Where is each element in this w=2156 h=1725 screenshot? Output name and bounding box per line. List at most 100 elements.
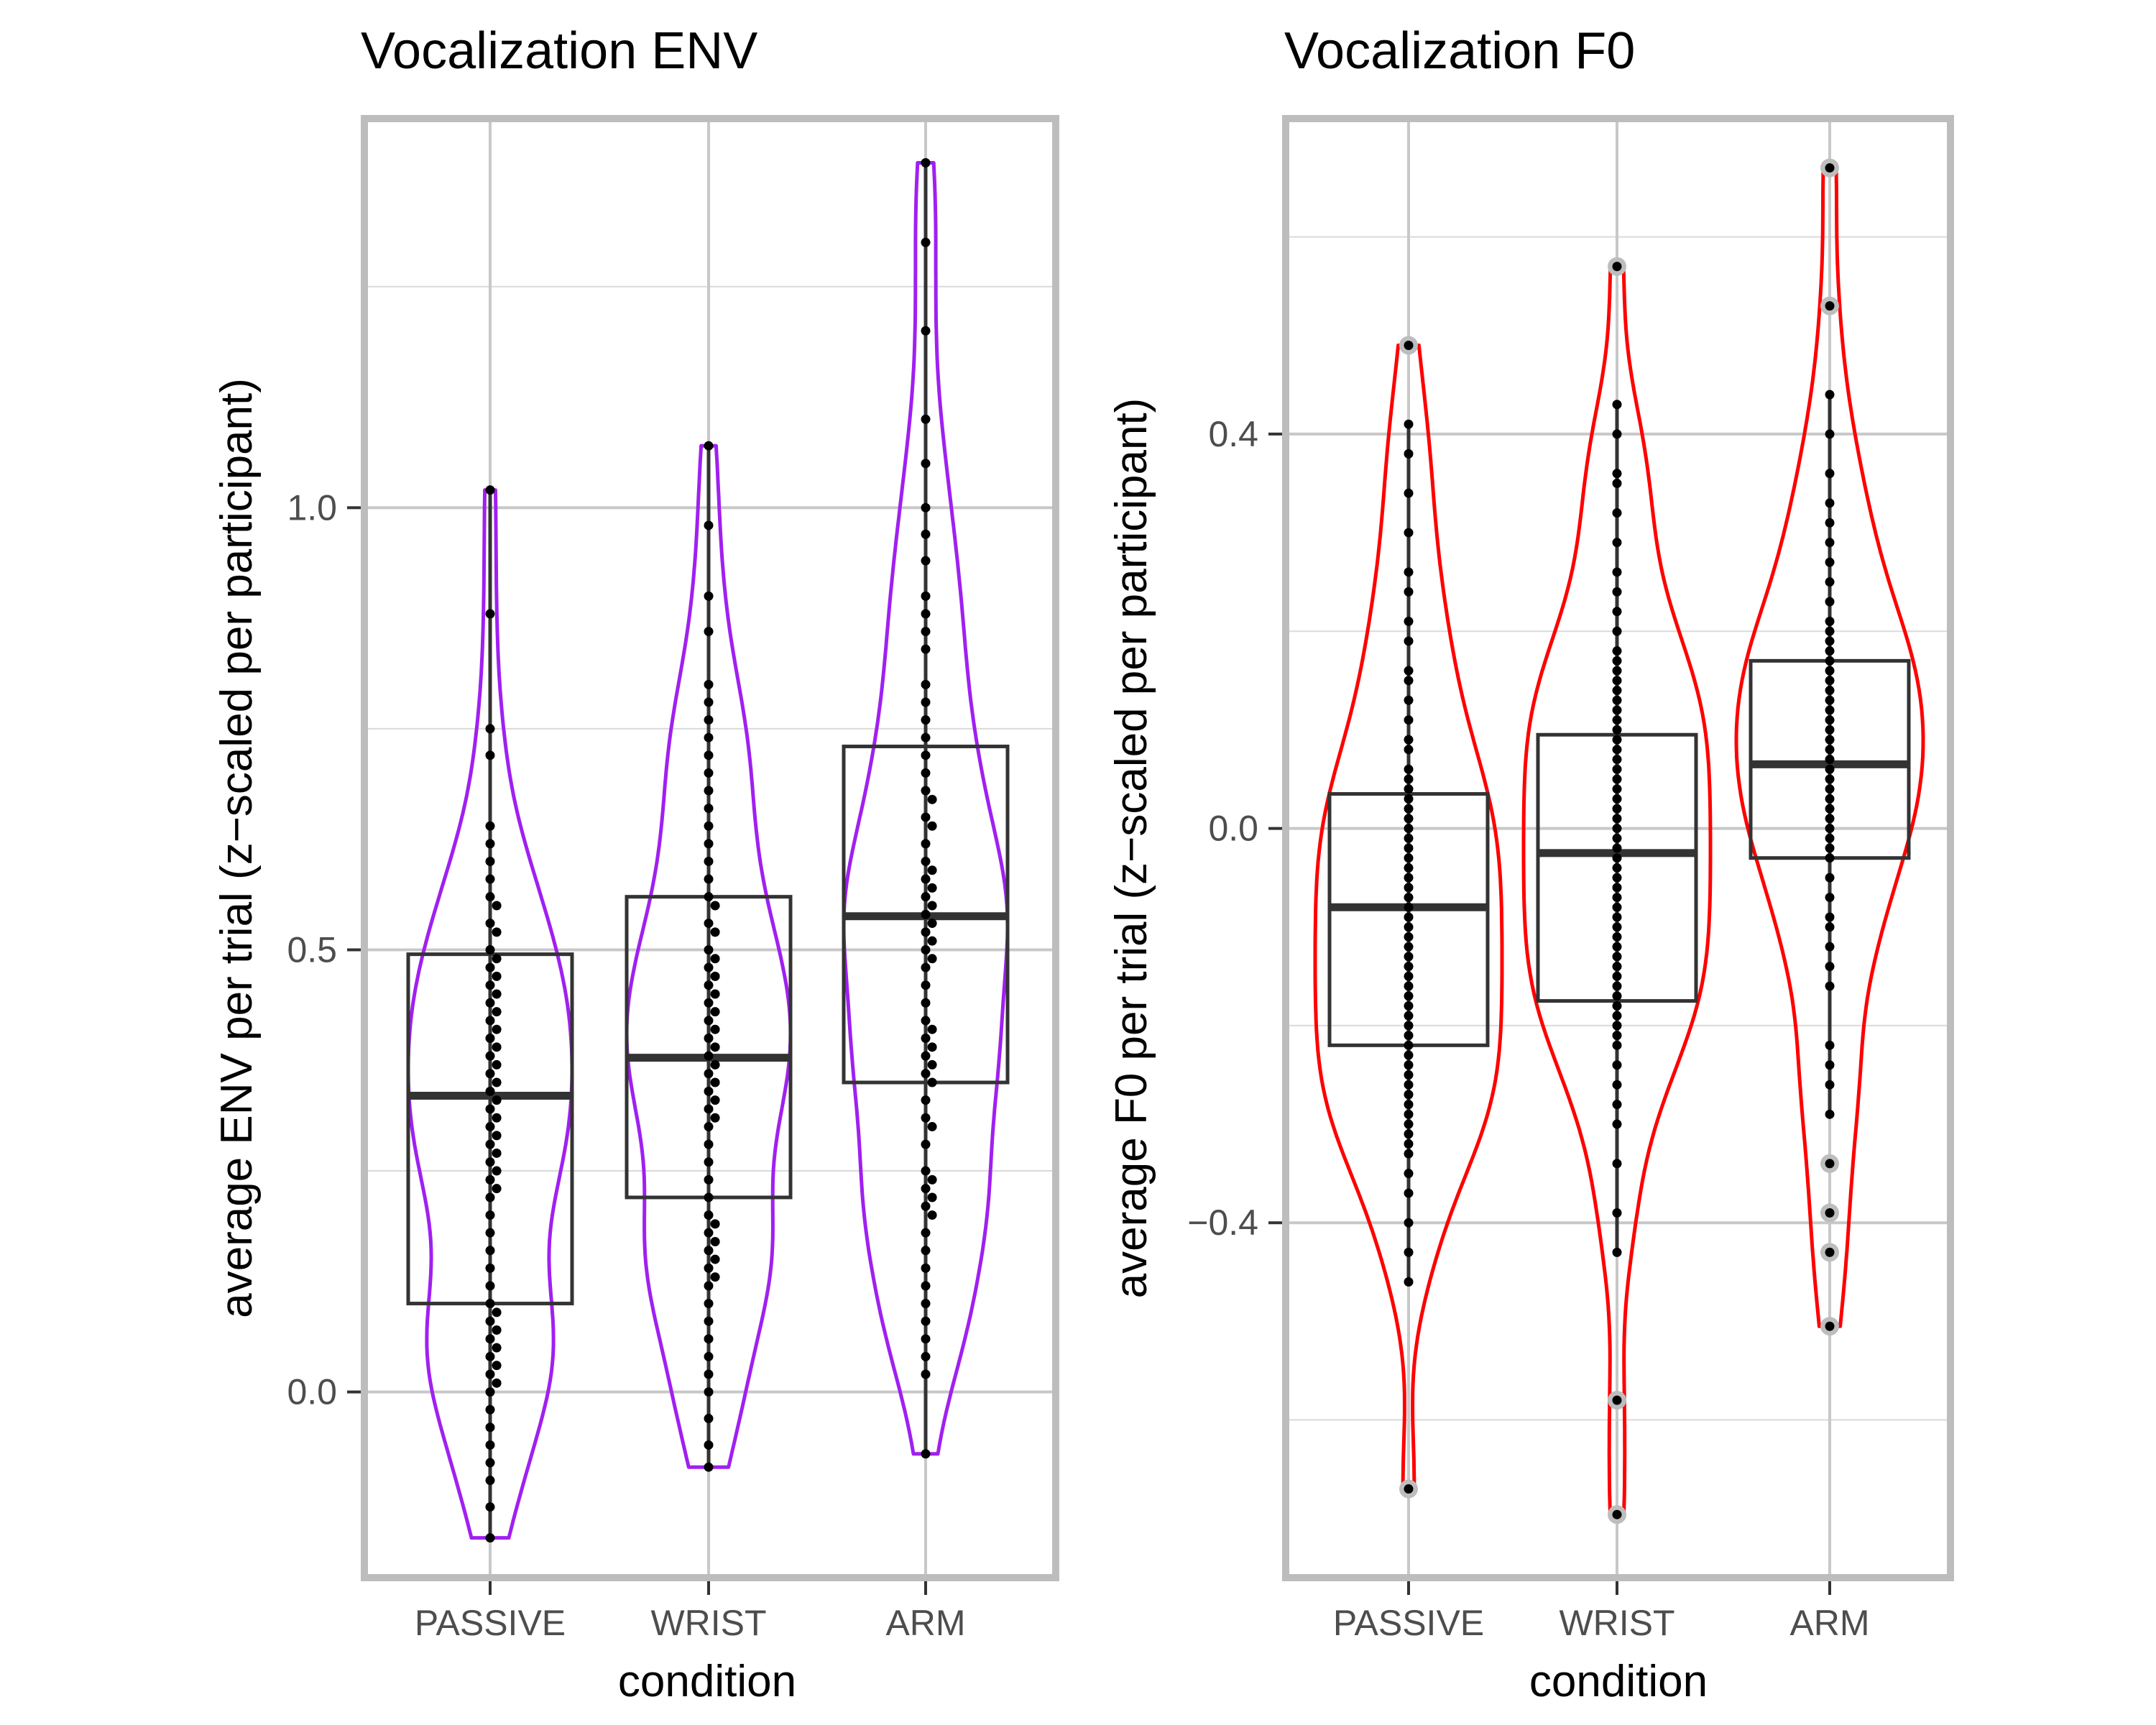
data-point bbox=[1404, 1188, 1414, 1198]
data-point bbox=[704, 998, 714, 1008]
data-point bbox=[1825, 833, 1835, 843]
data-point bbox=[1404, 676, 1414, 686]
data-point bbox=[704, 1034, 714, 1044]
data-point bbox=[1404, 814, 1414, 824]
x-tick-label: ARM bbox=[1789, 1603, 1869, 1643]
data-point bbox=[1404, 1169, 1414, 1179]
data-point bbox=[921, 1281, 931, 1291]
data-point bbox=[1612, 508, 1622, 518]
y-tick-label: 0.0 bbox=[287, 1372, 337, 1412]
data-point bbox=[1825, 597, 1835, 607]
data-point bbox=[485, 1458, 495, 1468]
data-point bbox=[921, 1069, 931, 1079]
data-point bbox=[485, 1016, 495, 1026]
data-point bbox=[921, 1016, 931, 1026]
data-point bbox=[1612, 1395, 1622, 1405]
data-point bbox=[485, 1034, 495, 1044]
data-point bbox=[927, 1024, 937, 1034]
data-point bbox=[710, 1077, 720, 1087]
data-point bbox=[921, 1246, 931, 1256]
data-point bbox=[1612, 981, 1622, 991]
data-point bbox=[1404, 567, 1414, 577]
data-point bbox=[927, 821, 937, 831]
data-point bbox=[1404, 853, 1414, 863]
data-point bbox=[1404, 1129, 1414, 1139]
data-point bbox=[485, 1369, 495, 1379]
data-point bbox=[921, 697, 931, 707]
data-point bbox=[1825, 1247, 1835, 1257]
data-point bbox=[927, 1192, 937, 1202]
data-point bbox=[492, 971, 502, 981]
x-axis-title: condition bbox=[618, 1657, 796, 1706]
data-point bbox=[921, 644, 931, 654]
data-point bbox=[492, 1077, 502, 1087]
data-point bbox=[485, 1192, 495, 1202]
data-point bbox=[1404, 1119, 1414, 1129]
data-point bbox=[704, 1281, 714, 1291]
data-point bbox=[1404, 1031, 1414, 1041]
data-point bbox=[704, 732, 714, 742]
data-point bbox=[485, 1502, 495, 1512]
data-point bbox=[1404, 764, 1414, 774]
data-point bbox=[1612, 843, 1622, 853]
data-point bbox=[485, 1440, 495, 1450]
data-point bbox=[1825, 1080, 1835, 1090]
data-point bbox=[485, 724, 495, 734]
data-point bbox=[921, 1316, 931, 1326]
data-point bbox=[921, 1263, 931, 1273]
data-point bbox=[1404, 340, 1414, 350]
data-point bbox=[1404, 419, 1414, 429]
data-point bbox=[485, 1210, 495, 1220]
data-point bbox=[1825, 774, 1835, 784]
data-point bbox=[927, 1210, 937, 1220]
data-point bbox=[710, 1095, 720, 1105]
data-point bbox=[1404, 745, 1414, 755]
data-point bbox=[921, 1095, 931, 1105]
data-point bbox=[492, 989, 502, 999]
data-point bbox=[485, 609, 495, 619]
data-point bbox=[1612, 942, 1622, 952]
data-point bbox=[1612, 1080, 1622, 1090]
data-point bbox=[921, 679, 931, 689]
panel-title: Vocalization F0 bbox=[1284, 22, 1635, 80]
data-point bbox=[485, 1139, 495, 1149]
data-point bbox=[1404, 1138, 1414, 1149]
data-point bbox=[1404, 981, 1414, 991]
y-tick-label: −0.4 bbox=[1187, 1202, 1258, 1243]
data-point bbox=[492, 1343, 502, 1353]
data-point bbox=[485, 485, 495, 495]
data-point bbox=[704, 980, 714, 990]
data-point bbox=[1612, 1509, 1622, 1519]
x-tick-label: PASSIVE bbox=[1333, 1603, 1484, 1643]
data-point bbox=[1825, 784, 1835, 794]
data-point bbox=[485, 944, 495, 954]
data-point bbox=[704, 1228, 714, 1238]
data-point bbox=[1612, 814, 1622, 824]
data-point bbox=[1612, 794, 1622, 804]
data-point bbox=[704, 1086, 714, 1096]
data-point bbox=[1612, 676, 1622, 686]
data-point bbox=[1825, 557, 1835, 567]
data-point bbox=[704, 962, 714, 972]
data-point bbox=[1404, 715, 1414, 725]
iqr-box bbox=[1536, 732, 1698, 1003]
panel-border bbox=[1282, 115, 1954, 1581]
data-point bbox=[704, 1104, 714, 1114]
data-point bbox=[1612, 893, 1622, 903]
data-point bbox=[485, 962, 495, 972]
data-point bbox=[1825, 981, 1835, 991]
data-point bbox=[921, 1334, 931, 1344]
data-point bbox=[1612, 567, 1622, 577]
data-point bbox=[1404, 1109, 1414, 1119]
data-point bbox=[921, 529, 931, 539]
data-point bbox=[704, 1316, 714, 1326]
data-point bbox=[492, 1325, 502, 1335]
data-point bbox=[1825, 804, 1835, 814]
data-point bbox=[927, 919, 937, 929]
data-point bbox=[1612, 774, 1622, 784]
data-point bbox=[1612, 538, 1622, 548]
data-point bbox=[1612, 656, 1622, 666]
data-point bbox=[921, 998, 931, 1008]
data-point bbox=[921, 856, 931, 866]
data-point bbox=[1612, 1159, 1622, 1169]
